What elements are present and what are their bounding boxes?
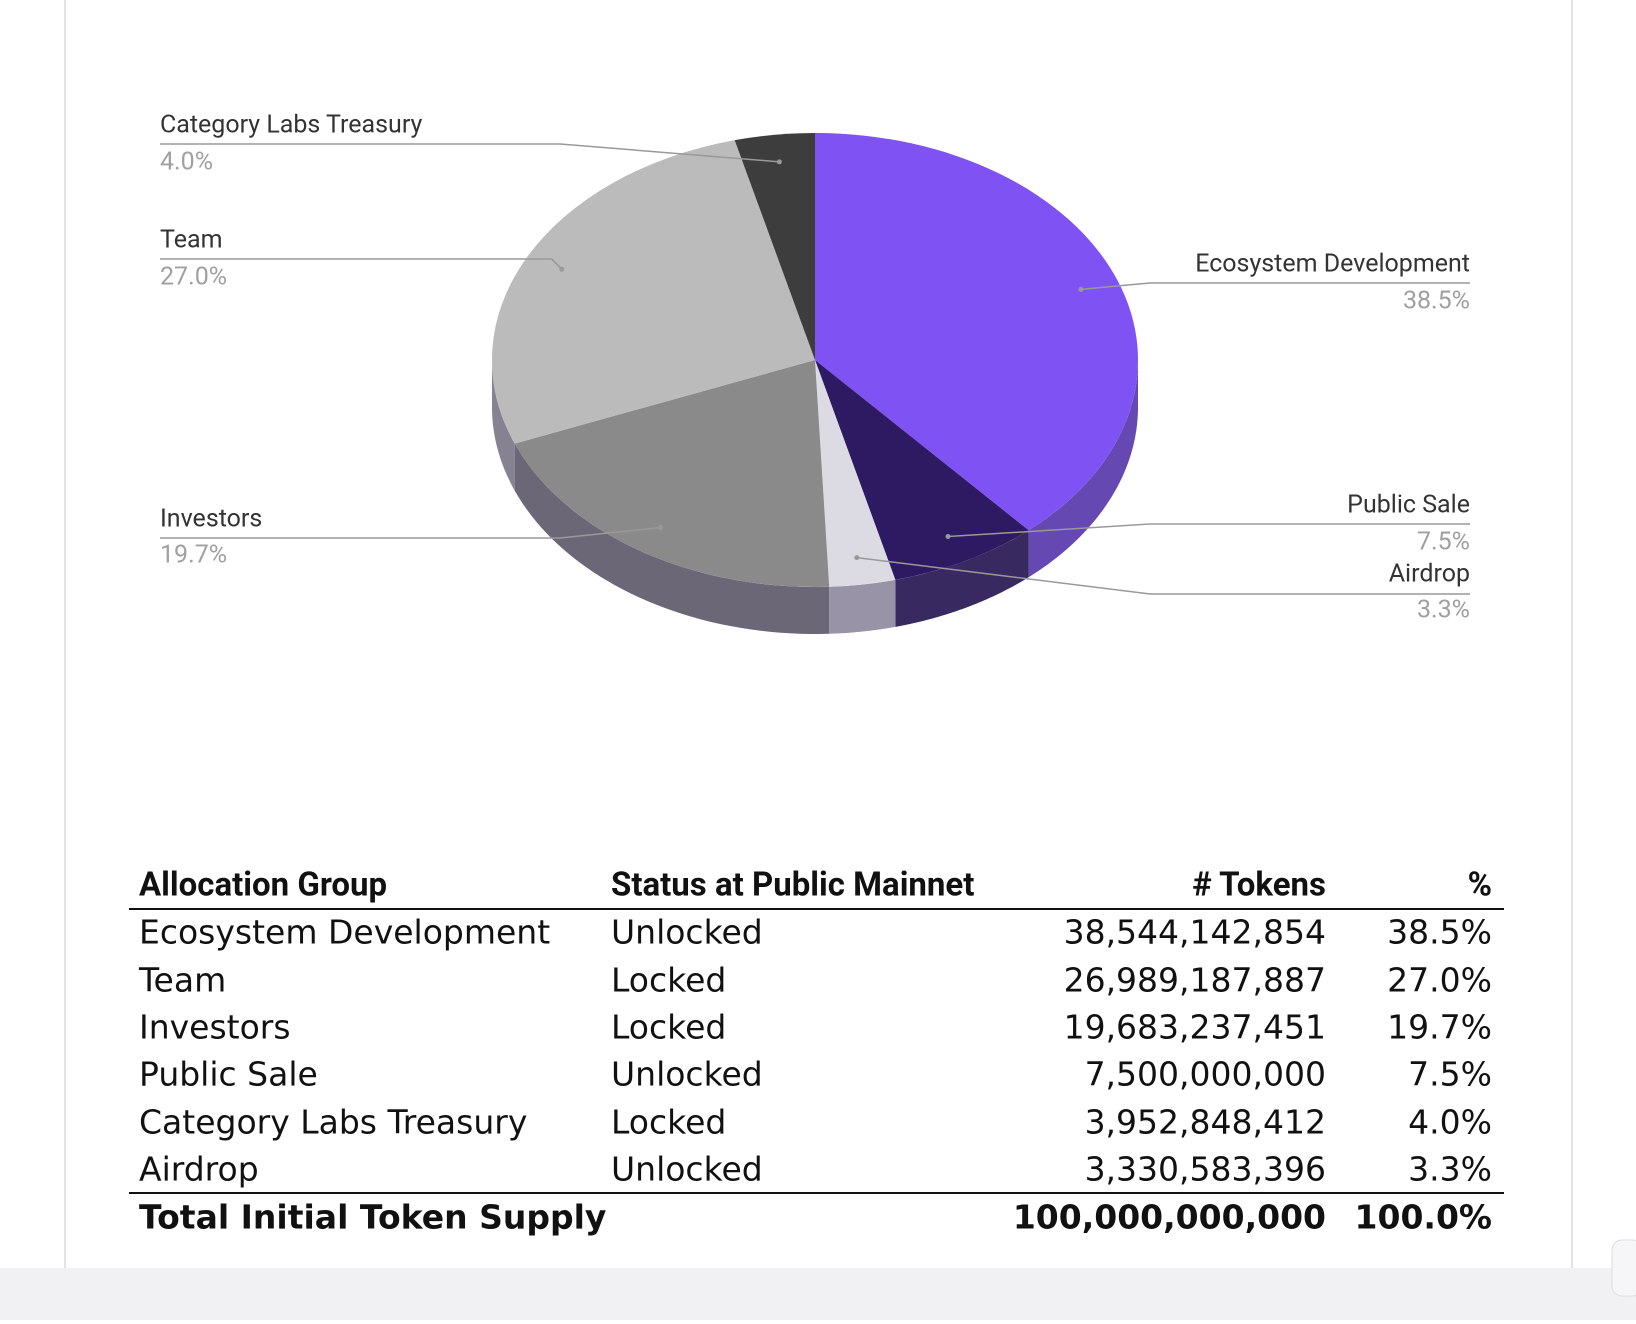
pie-slice	[491, 140, 815, 491]
table-cell: Category Labs Treasury	[139, 1103, 527, 1142]
table-cell: Unlocked	[611, 913, 763, 952]
leader-line	[947, 523, 1470, 538]
slice-value-label: 19.7%	[160, 541, 227, 570]
slice-top	[491, 140, 815, 444]
bottom-bar	[0, 1268, 1636, 1320]
table-cell: 7.5%	[1408, 1055, 1492, 1094]
table-cell: 19,683,237,451	[1064, 1008, 1326, 1047]
slice-value-label: 27.0%	[160, 263, 227, 292]
table-cell: Locked	[611, 1008, 726, 1047]
leader-line	[856, 556, 1470, 595]
table-cell: Locked	[611, 961, 726, 1000]
total-percent: 100.0%	[1355, 1198, 1492, 1237]
table-cell: 26,989,187,887	[1064, 961, 1326, 1000]
table-cell: 4.0%	[1408, 1103, 1492, 1142]
table-cell: Team	[138, 961, 226, 1000]
slice-side	[514, 443, 830, 634]
leader-line	[160, 143, 780, 163]
table-cell: 38.5%	[1387, 913, 1492, 952]
table-cell: 19.7%	[1387, 1008, 1492, 1047]
leader-line	[160, 526, 661, 539]
scroll-handle[interactable]	[1611, 1239, 1636, 1297]
table-header: Allocation Group	[139, 866, 387, 905]
slice-side	[492, 360, 515, 491]
pie-slice	[815, 133, 1138, 578]
table-cell: Locked	[611, 1103, 726, 1142]
slice-top	[815, 360, 896, 587]
leader-dot	[776, 159, 782, 165]
table-cell: Unlocked	[611, 1150, 763, 1189]
leader-dot	[559, 266, 565, 272]
slice-label: Ecosystem Development	[1195, 250, 1470, 279]
slice-top	[514, 360, 830, 587]
table-cell: 7,500,000,000	[1085, 1055, 1326, 1094]
slice-top	[734, 133, 815, 360]
table-cell: Airdrop	[139, 1150, 259, 1189]
slice-top	[815, 360, 1029, 580]
leader-dot	[657, 525, 663, 531]
slice-label: Category Labs Treasury	[160, 111, 423, 140]
leader-dot	[854, 555, 860, 561]
table-header: %	[1468, 866, 1492, 905]
slice-label: Team	[160, 226, 223, 255]
table-cell: 3.3%	[1408, 1150, 1492, 1189]
table-header: # Tokens	[1192, 866, 1326, 905]
slice-label: Airdrop	[1389, 560, 1470, 589]
total-tokens: 100,000,000,000	[1013, 1198, 1326, 1237]
slice-label: Public Sale	[1347, 491, 1470, 520]
slice-label: Investors	[160, 505, 262, 534]
pie-slice	[815, 360, 896, 634]
leader-dot	[945, 534, 951, 540]
table-cell: 3,952,848,412	[1085, 1103, 1326, 1142]
table-header: Status at Public Mainnet	[611, 866, 974, 905]
table-cell: 27.0%	[1387, 961, 1492, 1000]
pie-slice	[514, 360, 830, 634]
table-cell: Unlocked	[611, 1055, 763, 1094]
slice-side	[895, 530, 1029, 627]
pie-chart: Ecosystem Development 38.5% Public Sale 7.5…	[160, 111, 1470, 634]
table-cell: Investors	[139, 1008, 291, 1047]
leader-line	[160, 258, 563, 270]
pie-slice	[734, 133, 815, 360]
total-label: Total Initial Token Supply	[139, 1198, 606, 1237]
slice-value-label: 4.0%	[160, 148, 213, 177]
allocation-table: Allocation Group Status at Public Mainnet…	[129, 866, 1504, 1237]
table-cell: Ecosystem Development	[139, 913, 550, 952]
leader-line	[1080, 282, 1470, 291]
slice-value-label: 3.3%	[1417, 596, 1470, 625]
slice-top	[815, 133, 1138, 531]
leader-dot	[1078, 286, 1084, 292]
slice-side	[829, 579, 896, 634]
table-cell: Public Sale	[139, 1055, 318, 1094]
table-cell: 3,330,583,396	[1085, 1150, 1326, 1189]
slice-side	[1028, 360, 1138, 578]
slice-value-label: 7.5%	[1417, 528, 1470, 557]
table-cell: 38,544,142,854	[1064, 913, 1326, 952]
slice-value-label: 38.5%	[1403, 287, 1470, 316]
pie-slice	[815, 360, 1029, 627]
